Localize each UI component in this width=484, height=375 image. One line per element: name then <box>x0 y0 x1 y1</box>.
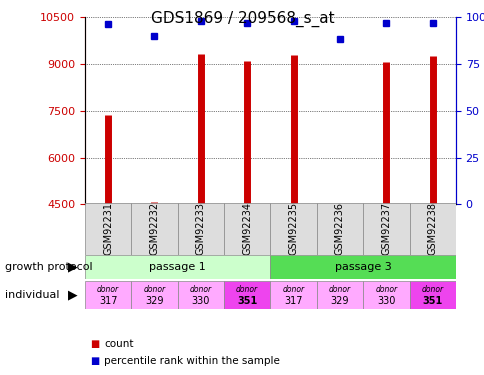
Text: donor: donor <box>421 285 443 294</box>
Bar <box>316 281 363 309</box>
Bar <box>363 281 408 309</box>
Bar <box>131 202 177 255</box>
Text: count: count <box>104 339 134 349</box>
Text: 330: 330 <box>377 297 395 306</box>
Text: 351: 351 <box>237 297 257 306</box>
Text: 329: 329 <box>145 297 164 306</box>
Text: GSM92231: GSM92231 <box>103 202 113 255</box>
Text: growth protocol: growth protocol <box>5 262 92 272</box>
Text: ▶: ▶ <box>68 289 77 302</box>
Text: GSM92237: GSM92237 <box>380 202 391 255</box>
Bar <box>224 281 270 309</box>
Bar <box>224 202 270 255</box>
Text: ▶: ▶ <box>68 261 77 274</box>
Text: GDS1869 / 209568_s_at: GDS1869 / 209568_s_at <box>151 11 333 27</box>
Bar <box>270 281 316 309</box>
Text: 317: 317 <box>284 297 302 306</box>
Bar <box>316 202 363 255</box>
Text: GSM92236: GSM92236 <box>334 202 344 255</box>
Text: individual: individual <box>5 290 59 300</box>
Text: passage 1: passage 1 <box>149 262 206 272</box>
Text: 317: 317 <box>99 297 117 306</box>
Bar <box>177 281 224 309</box>
Text: donor: donor <box>375 285 396 294</box>
Text: GSM92233: GSM92233 <box>196 202 205 255</box>
Text: 351: 351 <box>422 297 442 306</box>
Bar <box>85 202 131 255</box>
Text: ■: ■ <box>90 356 99 366</box>
Text: ■: ■ <box>90 339 99 349</box>
Text: 330: 330 <box>191 297 210 306</box>
Bar <box>177 202 224 255</box>
Bar <box>408 202 455 255</box>
Text: donor: donor <box>189 285 212 294</box>
Text: donor: donor <box>282 285 304 294</box>
Text: GSM92235: GSM92235 <box>288 202 298 255</box>
Bar <box>270 255 455 279</box>
Text: percentile rank within the sample: percentile rank within the sample <box>104 356 280 366</box>
Text: passage 3: passage 3 <box>334 262 391 272</box>
Bar <box>85 281 131 309</box>
Bar <box>408 281 455 309</box>
Bar <box>270 202 316 255</box>
Text: GSM92238: GSM92238 <box>427 202 437 255</box>
Text: GSM92234: GSM92234 <box>242 202 252 255</box>
Text: GSM92232: GSM92232 <box>149 202 159 255</box>
Text: donor: donor <box>97 285 119 294</box>
Bar <box>363 202 408 255</box>
Text: 329: 329 <box>330 297 348 306</box>
Text: donor: donor <box>143 285 165 294</box>
Bar <box>85 255 270 279</box>
Text: donor: donor <box>236 285 257 294</box>
Text: donor: donor <box>328 285 350 294</box>
Bar <box>131 281 177 309</box>
